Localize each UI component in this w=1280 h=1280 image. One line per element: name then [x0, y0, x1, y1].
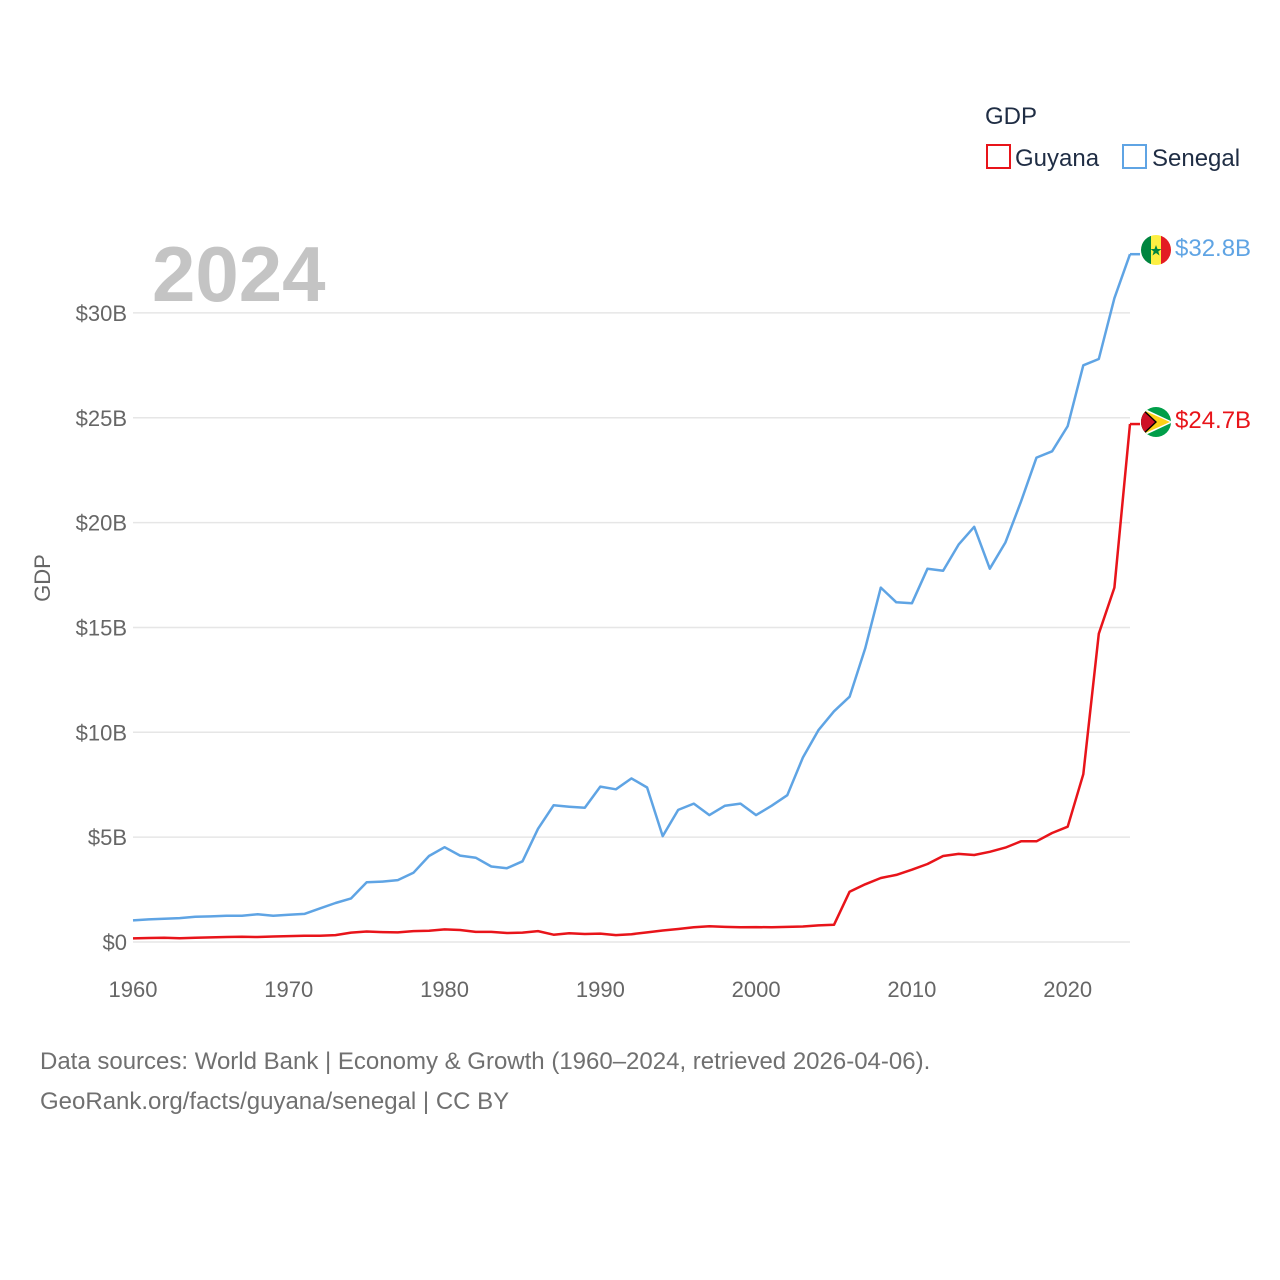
legend-label-guyana[interactable]: Guyana	[1015, 145, 1100, 172]
series-lines	[132, 252, 1140, 940]
guyana-flag-icon	[1141, 407, 1171, 437]
x-tick-label: 1990	[576, 977, 625, 1002]
legend-swatch-guyana	[986, 144, 1011, 169]
year-label: 2024	[152, 230, 326, 318]
x-tick-label: 2000	[732, 977, 781, 1002]
y-tick-label: $10B	[76, 720, 127, 745]
y-tick-label: $30B	[76, 301, 127, 326]
guyana-end-label: $24.7B	[1175, 407, 1251, 434]
y-axis-ticks: $0 $5B $10B $15B $20B $25B $30B	[76, 301, 127, 955]
x-tick-label: 2020	[1043, 977, 1092, 1002]
series-line-senegal[interactable]	[132, 253, 1132, 922]
series-line-guyana[interactable]	[132, 423, 1132, 940]
y-tick-label: $0	[103, 930, 127, 955]
y-tick-label: $25B	[76, 406, 127, 431]
grid-lines	[133, 312, 1130, 943]
gdp-line-chart: $0$5B$10B$15B$20B$25B$30B 1960 1970 1980 19…	[30, 103, 1251, 1002]
y-tick-label: $5B	[88, 825, 127, 850]
x-tick-label: 2010	[887, 977, 936, 1002]
x-tick-label: 1960	[109, 977, 158, 1002]
x-axis-ticks: 1960 1970 1980 1990 2000 2010 2020	[109, 977, 1093, 1002]
legend-label-senegal[interactable]: Senegal	[1152, 145, 1240, 172]
legend-swatch-senegal	[1122, 144, 1147, 169]
x-tick-label: 1980	[420, 977, 469, 1002]
senegal-flag-icon	[1141, 235, 1171, 265]
senegal-end-label: $32.8B	[1175, 235, 1251, 262]
y-axis-title: GDP	[30, 554, 55, 602]
footer-sources: Data sources: World Bank | Economy & Gro…	[40, 1048, 931, 1075]
legend: GDP Guyana Senegal	[985, 103, 1240, 172]
y-tick-label: $15B	[76, 615, 127, 640]
footer-attribution[interactable]: GeoRank.org/facts/guyana/senegal | CC BY	[40, 1088, 510, 1115]
data-source-footer: Data sources: World Bank | Economy & Gro…	[40, 1042, 1240, 1122]
legend-title: GDP	[985, 103, 1037, 130]
x-tick-label: 1970	[264, 977, 313, 1002]
y-tick-label: $20B	[76, 511, 127, 536]
